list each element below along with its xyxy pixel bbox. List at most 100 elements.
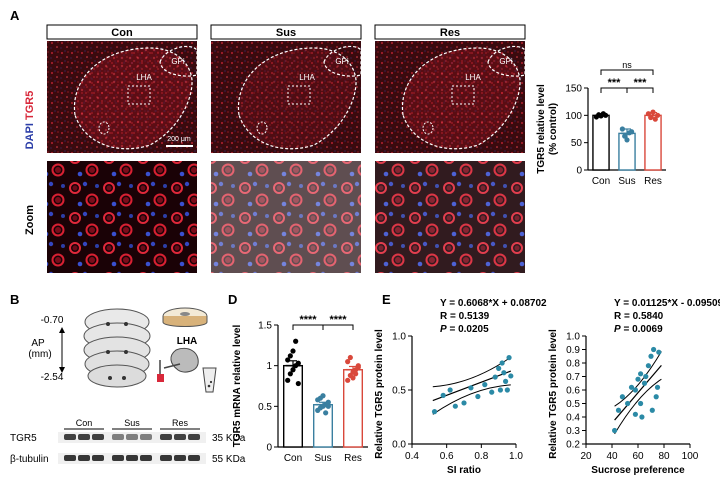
data-point bbox=[482, 382, 488, 388]
data-point bbox=[615, 407, 622, 413]
x-tick-label: 100 bbox=[682, 451, 699, 462]
y-tick-label: 0.5 bbox=[392, 386, 406, 397]
data-point bbox=[287, 353, 293, 359]
data-point bbox=[629, 129, 635, 135]
data-point bbox=[622, 133, 628, 139]
regression-equation: Y = 0.6068*X + 0.08702 bbox=[440, 298, 547, 309]
blot-group-label: Sus bbox=[124, 418, 140, 428]
y-tick-label: 100 bbox=[565, 111, 582, 122]
p-value: P = 0.0205 bbox=[440, 324, 489, 335]
blot-band-tubulin bbox=[140, 455, 152, 461]
gpi-outline-sus bbox=[323, 45, 362, 77]
data-point bbox=[648, 353, 654, 359]
header-con: Con bbox=[111, 27, 133, 39]
blot-group-label: Con bbox=[76, 418, 93, 428]
stain-label-tgr5: TGR5 bbox=[24, 91, 36, 120]
x-axis-label: Sucrose preference bbox=[591, 465, 685, 476]
significance-label: *** bbox=[608, 77, 622, 89]
confidence-band-lower bbox=[614, 378, 662, 435]
blot-band-tgr5 bbox=[174, 434, 186, 440]
blot-band-tubulin bbox=[188, 455, 200, 461]
y-tick-label: 0.6 bbox=[566, 386, 580, 397]
fornix-outline-con bbox=[98, 121, 110, 135]
y-axis-label: TGR5 relative level(% control) bbox=[536, 84, 559, 174]
panel-label-b: B bbox=[10, 292, 19, 307]
stain-label: DAPI TGR5 bbox=[24, 91, 36, 150]
fornix-outline-sus bbox=[256, 121, 268, 135]
overview-image-res: LHA GPi bbox=[375, 41, 526, 153]
correlation-r: R = 0.5139 bbox=[440, 311, 490, 322]
data-point bbox=[345, 377, 351, 383]
blot-band-tgr5 bbox=[126, 434, 138, 440]
data-point bbox=[295, 380, 301, 387]
data-point bbox=[492, 374, 498, 380]
significance-label: *** bbox=[634, 77, 648, 89]
x-tick-label: Res bbox=[344, 453, 362, 464]
data-point bbox=[506, 355, 512, 361]
data-point bbox=[632, 411, 639, 417]
header-box-res bbox=[374, 24, 526, 40]
x-tick-label: Con bbox=[592, 176, 610, 187]
data-point bbox=[475, 393, 481, 400]
y-tick-label: 0.5 bbox=[258, 402, 272, 413]
data-point bbox=[653, 394, 659, 400]
data-point bbox=[652, 116, 658, 122]
data-point bbox=[655, 112, 661, 118]
data-point bbox=[656, 349, 662, 355]
zoom-image-res bbox=[375, 161, 525, 273]
brain-section-stack bbox=[83, 308, 151, 388]
x-tick-label: Con bbox=[284, 453, 302, 464]
data-point bbox=[440, 392, 446, 398]
y-tick-label: 0.2 bbox=[566, 440, 580, 451]
data-point bbox=[325, 399, 331, 405]
zoom-image-con bbox=[47, 161, 197, 273]
y-axis-label: Relative TGR5 protein level bbox=[374, 329, 385, 459]
zoom-row-label: Zoom bbox=[24, 205, 36, 235]
panel-label-e: E bbox=[382, 292, 391, 307]
y-tick-label: 1.5 bbox=[258, 321, 272, 332]
tgr5-protein-bar-chart: 0 50 100 150 TGR5 relative level(% control) C… bbox=[536, 60, 666, 187]
blot-band-tgr5 bbox=[188, 434, 200, 440]
data-point bbox=[285, 357, 291, 363]
confidence-band-upper bbox=[432, 356, 512, 388]
data-point bbox=[293, 338, 299, 344]
data-point bbox=[503, 378, 509, 384]
y-tick-label: 150 bbox=[565, 84, 582, 95]
lha-dissection-icon bbox=[157, 347, 217, 393]
p-value: P = 0.0069 bbox=[614, 324, 663, 335]
blot-label-tgr5: TGR5 bbox=[10, 433, 37, 444]
header-box-con bbox=[46, 24, 198, 40]
stain-label-dapi: DAPI bbox=[24, 123, 36, 149]
significance-label: **** bbox=[329, 314, 347, 326]
data-point bbox=[649, 407, 655, 413]
y-tick-label: 0.0 bbox=[392, 440, 406, 451]
y-tick-label: 50 bbox=[571, 138, 583, 149]
data-point bbox=[603, 112, 609, 118]
data-point bbox=[638, 400, 644, 407]
bar-con bbox=[283, 364, 304, 448]
data-point bbox=[285, 377, 291, 383]
x-tick-label: 0.4 bbox=[405, 451, 419, 462]
tgr5-mrna-bar-chart: 0 0.5 1 1.5 TGR5 mRNA relative level Con Sus Re… bbox=[232, 314, 368, 464]
data-point bbox=[287, 371, 293, 377]
data-point bbox=[504, 387, 510, 393]
gpi-label-con: GPi bbox=[171, 57, 185, 66]
si-ratio-scatter-chart: 0.0 0.5 1.0 0.4 0.6 0.8 1.0 SI ratio Relative TG… bbox=[374, 298, 547, 476]
data-point bbox=[290, 367, 296, 373]
ap-bottom-value: -2.54 bbox=[41, 372, 64, 383]
western-blot: Con Sus Res TGR5 β-tubulin 35 KDa 55 KDa bbox=[10, 418, 246, 465]
data-point bbox=[323, 410, 329, 416]
data-point bbox=[290, 348, 296, 354]
scale-bar-label: 200 μm bbox=[167, 136, 191, 143]
y-tick-label: 0.5 bbox=[566, 399, 580, 410]
data-point bbox=[624, 137, 630, 143]
y-tick-label: 0.3 bbox=[566, 426, 580, 437]
y-tick-label: 0 bbox=[576, 166, 582, 177]
svg-text:DAPI TGR5: DAPI TGR5 bbox=[24, 91, 36, 150]
zoom-image-sus bbox=[211, 161, 361, 273]
data-point bbox=[650, 109, 656, 115]
significance-bracket bbox=[626, 87, 654, 93]
blot-band-tgr5 bbox=[140, 434, 152, 440]
panel-label-d: D bbox=[228, 292, 237, 307]
x-tick-label: 0.6 bbox=[440, 451, 454, 462]
